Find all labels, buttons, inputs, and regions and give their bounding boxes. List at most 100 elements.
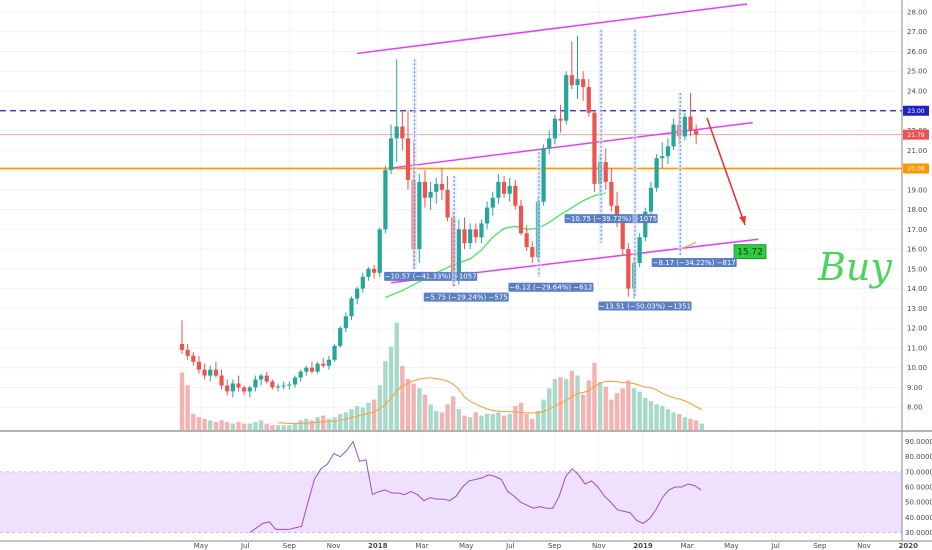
candle-body (202, 369, 207, 376)
volume-bar (490, 414, 495, 430)
candle-body (518, 205, 524, 234)
volume-bar (688, 418, 693, 430)
candle-body (434, 183, 439, 192)
measure-label-box[interactable] (598, 301, 692, 311)
volume-bar (253, 422, 258, 430)
candle-body (479, 223, 484, 238)
time-tick-label: 2020 (898, 542, 918, 550)
volume-bar (292, 423, 298, 430)
volume-bar (501, 415, 507, 430)
channel-line-upper[interactable] (357, 3, 748, 55)
forecast-arrowhead (739, 216, 746, 225)
volume-bar (377, 385, 382, 430)
forecast-arrow[interactable] (706, 117, 746, 226)
candle-body (219, 375, 224, 386)
volume-bar (343, 412, 349, 430)
candle-body (473, 229, 478, 238)
candle-body (558, 118, 563, 121)
volume-bar (445, 404, 450, 430)
target-price-box[interactable] (733, 244, 767, 260)
candle-body (648, 187, 654, 212)
volume-bar (417, 388, 422, 430)
candle-body (501, 181, 507, 194)
measure-range-box (598, 29, 604, 244)
volume-bar (484, 414, 490, 430)
time-tick-label: 2019 (633, 542, 653, 550)
volume-bar (179, 372, 185, 430)
price-tick-label: 10.00 (907, 364, 927, 372)
volume-bar (332, 417, 337, 430)
candle-body (422, 181, 428, 198)
price-levels (0, 110, 902, 170)
volume-bar (202, 418, 207, 430)
volume-bar (371, 399, 377, 430)
candle-body (575, 79, 580, 86)
candle-body (682, 116, 687, 137)
candle-body (530, 247, 535, 258)
price-tick-label: 27.00 (907, 28, 927, 36)
volume-bar (338, 414, 343, 430)
volume-bar (693, 420, 699, 430)
candle-body (343, 316, 348, 329)
candle-body (665, 146, 670, 157)
candle-body (496, 181, 501, 198)
candle-body (654, 158, 659, 188)
volume-bar (304, 418, 309, 430)
volume-bar (411, 383, 416, 430)
candle-body (417, 181, 422, 250)
volume-bar (648, 401, 654, 430)
candle-body (349, 298, 354, 317)
price-tick-label: 17.00 (907, 226, 927, 234)
measure-label-box[interactable] (508, 282, 594, 292)
price-tick-label: 14.00 (907, 285, 927, 293)
candle-body (326, 359, 331, 366)
measure-label-box[interactable] (651, 258, 737, 268)
candle-body (581, 79, 586, 88)
volume-bar (439, 412, 445, 430)
time-tick-label: Jul (770, 542, 780, 550)
volume-bar (575, 375, 580, 430)
measure-label-box[interactable] (423, 292, 509, 302)
price-tick-label: 8.00 (907, 404, 923, 412)
rsi-tick-label: 50.0000 (905, 499, 932, 507)
volume-bar (315, 417, 320, 430)
volume-bar (541, 399, 546, 430)
candle-body (281, 385, 286, 387)
candle-body (547, 138, 552, 149)
rsi-tick-label: 90.0000 (905, 438, 932, 446)
volume-bar (451, 396, 456, 430)
price-range-measurements[interactable]: −10.57 (−41.33%) −1057 −5.75 (−29.24%) −5… (384, 29, 737, 311)
chart-grid (0, 0, 909, 540)
candle-body (383, 170, 388, 230)
rsi-band (0, 471, 902, 533)
candle-body (564, 75, 569, 121)
candle-body (264, 375, 269, 382)
volume-bar (298, 420, 303, 430)
volume-moving-average (278, 377, 703, 425)
last-price-tag (903, 129, 929, 140)
volume-bar (507, 414, 512, 430)
candle-body (304, 367, 309, 372)
time-tick-label: May (459, 542, 473, 550)
candle-body (643, 211, 648, 238)
time-tick-label: Sep (283, 542, 297, 550)
time-tick-label: Jul (505, 542, 515, 550)
candle-body (213, 369, 218, 376)
time-tick-label: May (724, 542, 738, 550)
volume-bar (660, 406, 665, 430)
channel-line-middle[interactable] (390, 121, 753, 169)
measure-label: −10.57 (−41.33%) −1057 (385, 273, 477, 281)
candle-body (185, 349, 190, 356)
volume-bar (552, 378, 558, 430)
measure-range-box (536, 152, 542, 277)
annotations[interactable]: Buy (817, 245, 892, 289)
price-tick-label: 11.00 (907, 344, 927, 352)
candle-body (541, 148, 546, 202)
volume-bar (603, 386, 608, 430)
candle-body (513, 185, 518, 206)
candle-body (388, 138, 394, 171)
measure-label: −10.75 (−39.72%) −1075 (565, 215, 657, 223)
candle-body (230, 383, 235, 392)
volume-bar (349, 409, 354, 430)
